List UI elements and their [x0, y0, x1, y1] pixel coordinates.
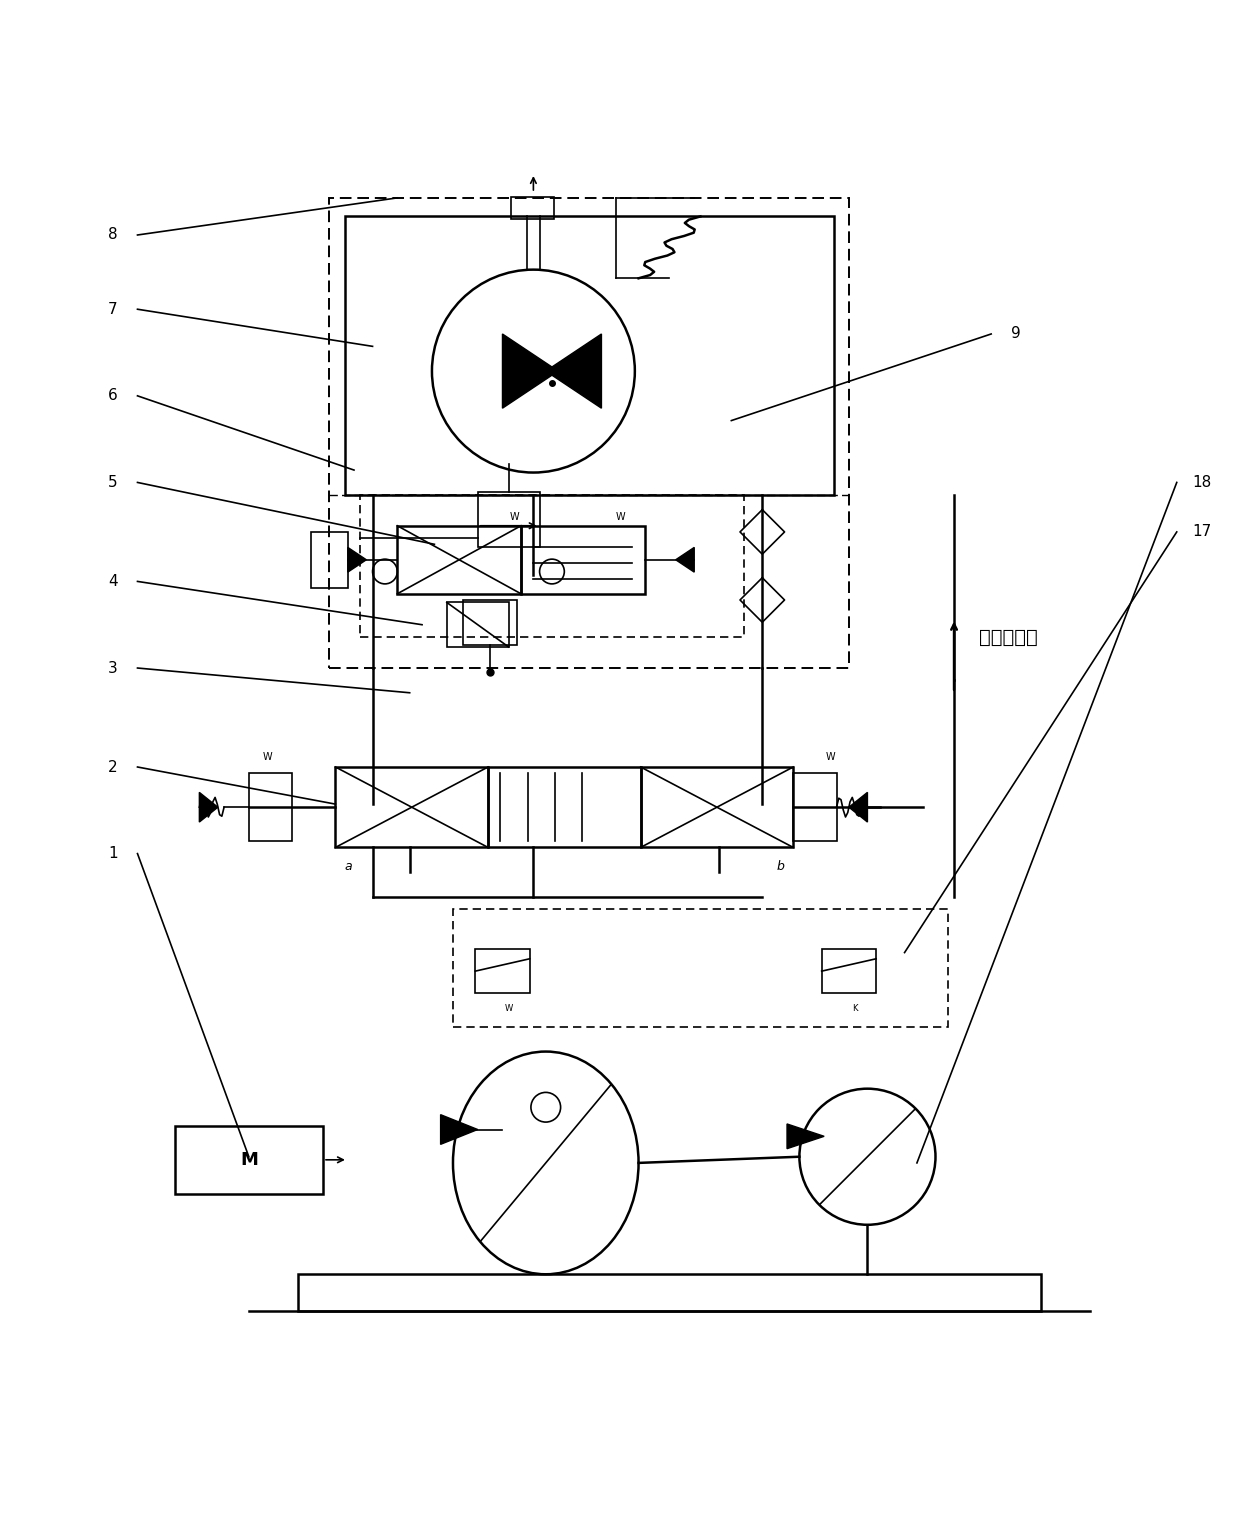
- Text: 7: 7: [108, 302, 118, 316]
- Text: W: W: [263, 752, 273, 761]
- Bar: [336, 767, 489, 847]
- Bar: [397, 526, 521, 594]
- Polygon shape: [849, 793, 868, 822]
- Text: W: W: [510, 511, 520, 522]
- Bar: [521, 526, 645, 594]
- Text: M: M: [239, 1150, 258, 1169]
- Bar: [345, 216, 835, 495]
- Text: 3: 3: [108, 661, 118, 675]
- Bar: [489, 767, 641, 847]
- Bar: [822, 950, 877, 994]
- Text: 6: 6: [108, 388, 118, 403]
- Text: W: W: [505, 1003, 513, 1012]
- Polygon shape: [347, 548, 366, 572]
- Bar: [299, 1275, 1040, 1312]
- Text: 4: 4: [108, 574, 118, 589]
- Text: 17: 17: [1192, 525, 1211, 540]
- Text: 置辅助系统: 置辅助系统: [978, 627, 1038, 647]
- Bar: [477, 492, 539, 546]
- Bar: [641, 767, 794, 847]
- Bar: [311, 532, 347, 588]
- Text: 9: 9: [1011, 327, 1021, 342]
- Text: 8: 8: [108, 227, 118, 242]
- Polygon shape: [787, 1124, 825, 1149]
- Text: a: a: [343, 859, 352, 873]
- Bar: [330, 198, 849, 667]
- Bar: [360, 495, 744, 637]
- Text: W: W: [826, 752, 836, 761]
- Polygon shape: [502, 334, 558, 408]
- Bar: [475, 950, 529, 994]
- Bar: [249, 773, 293, 841]
- Bar: [463, 600, 517, 644]
- Bar: [794, 773, 837, 841]
- Bar: [446, 603, 508, 647]
- Text: 18: 18: [1192, 476, 1211, 489]
- Polygon shape: [200, 793, 218, 822]
- Text: K: K: [852, 1003, 858, 1012]
- Text: 1: 1: [108, 847, 118, 861]
- Text: b: b: [777, 859, 785, 873]
- Bar: [453, 910, 947, 1026]
- Polygon shape: [546, 334, 601, 408]
- Bar: [511, 196, 554, 219]
- Text: W: W: [615, 511, 625, 522]
- Polygon shape: [676, 548, 694, 572]
- Polygon shape: [440, 1115, 477, 1144]
- Bar: [175, 1126, 324, 1193]
- Text: 2: 2: [108, 759, 118, 775]
- Text: 5: 5: [108, 476, 118, 489]
